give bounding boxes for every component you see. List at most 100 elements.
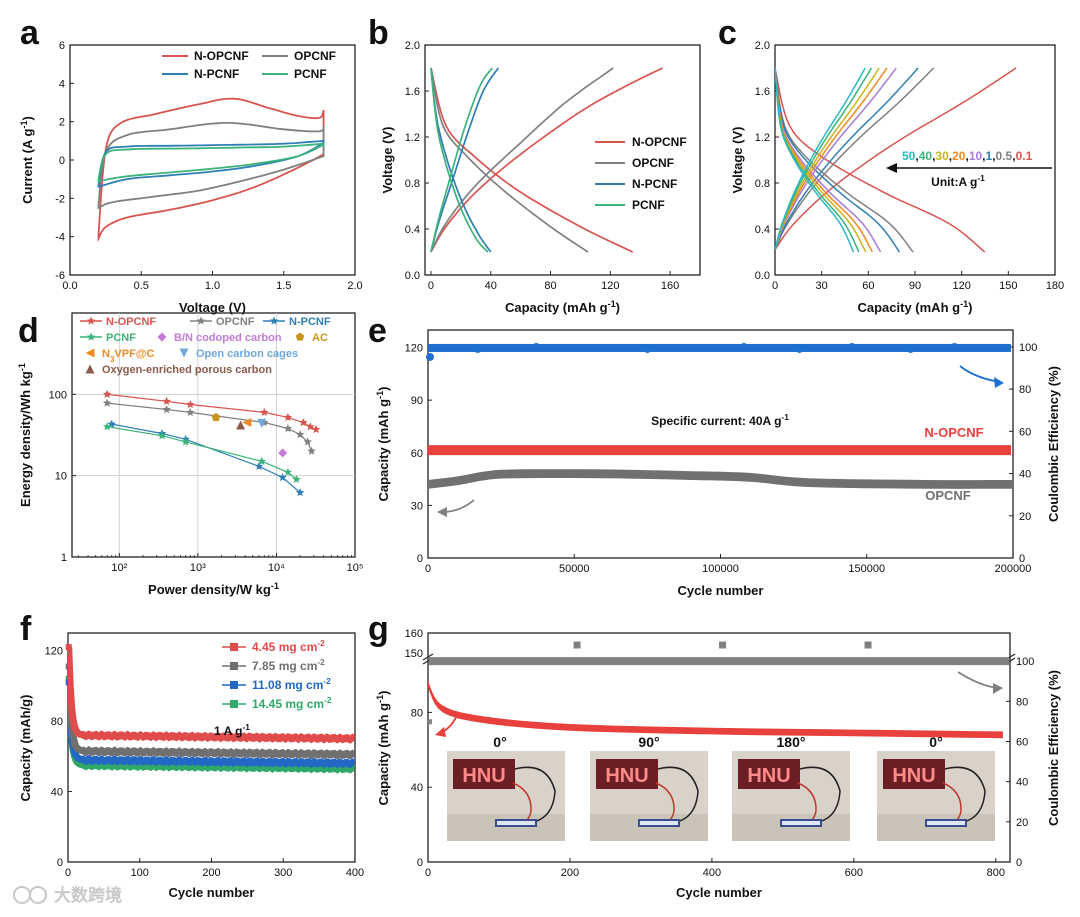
ce-point: [532, 342, 541, 351]
rate-discharge-curve: [775, 67, 986, 253]
rate-discharge-curve: [775, 67, 874, 253]
y-tick-label: 2.0: [755, 40, 770, 52]
device-highlight: [927, 821, 965, 825]
panel-b-gcd-curves: 0 40 80 120 160 0.0 0.4 0.8 1.2 1.6 2.0 Capacity (m…: [380, 40, 701, 315]
cycling-band-14.45 mg cm-2: [68, 678, 355, 774]
x-tick-label: 600: [845, 867, 863, 879]
ce-point: [906, 344, 915, 353]
data-point: [102, 389, 112, 398]
x-tick-label: 1.0: [205, 280, 220, 292]
legend-label: OPCNF: [632, 156, 674, 170]
rate-charge-curve: [775, 67, 880, 250]
legend-label: 4.45 mg cm-2: [252, 638, 325, 654]
panel-a-cv-curves: 0.0 0.5 1.0 1.5 2.0 -6 -4 -2 0 2 4 6 Voltage (V) Curr…: [19, 40, 363, 315]
wire-black: [799, 766, 841, 824]
legend-marker: [86, 316, 96, 325]
plot-frame: [424, 44, 701, 276]
x-tick-label: 400: [703, 867, 721, 879]
x-tick-label: 200000: [995, 563, 1032, 575]
ce-point: [426, 352, 434, 361]
data-point: [162, 396, 171, 405]
legend-label: Open carbon cages: [196, 348, 298, 360]
y-tick-label: 120: [405, 343, 423, 355]
rate-discharge-curve: [775, 67, 855, 253]
x-tick-label: 40: [485, 280, 497, 292]
x-axis-title: Capacity (mAh g-1): [505, 299, 620, 315]
panel-letter-d: d: [18, 312, 39, 350]
x-tick-label: 0: [772, 280, 778, 292]
bend-angle-label: 180°: [777, 734, 806, 750]
rate-charge-curve: [775, 67, 935, 251]
charge-curve-OPCNF: [430, 67, 614, 253]
y-tick-label: 0.0: [405, 270, 420, 282]
y-tick-label: 10: [55, 471, 67, 483]
rate-charge-curve: [775, 67, 866, 250]
x-tick-label: 0: [425, 867, 431, 879]
led-sign-text: HNU: [605, 765, 648, 787]
ce-arrowhead: [994, 377, 1004, 388]
y-tick-label: 60: [1019, 426, 1031, 438]
x-tick-label: 400: [346, 867, 364, 879]
legend-label: AC: [312, 332, 328, 344]
photo-table: [590, 814, 708, 841]
led-sign-text: HNU: [892, 765, 935, 787]
cycling-band-7.85 mg cm-2: [68, 666, 355, 760]
x-tick-label: 10³: [190, 562, 206, 574]
data-point: [254, 461, 264, 470]
y-tick-label: 120: [45, 646, 63, 658]
panel-letter-e: e: [368, 312, 387, 350]
capacity-arrowhead: [437, 507, 447, 517]
legend-label: 14.45 mg cm-2: [252, 695, 332, 711]
capacity-band-N-OPCNF: [428, 445, 1011, 456]
y-axis-title: Energy density/Wh kg-1: [17, 363, 33, 507]
y-tick-label: 90: [411, 395, 423, 407]
legend-marker: [85, 364, 95, 374]
y-axis-title: Voltage (V): [730, 127, 745, 194]
y-tick-label: 80: [1016, 696, 1028, 708]
watermark-logo: [13, 886, 31, 904]
data-point: [283, 467, 293, 476]
data-point: [236, 420, 246, 430]
y-tick-label: 0.4: [755, 224, 770, 236]
x-tick-label: 30: [816, 280, 828, 292]
plot-frame: [71, 312, 356, 558]
data-point: [257, 456, 266, 465]
y-tick-label: 20: [1016, 817, 1028, 829]
x-axis-title: Capacity (mAh g-1): [857, 299, 972, 315]
ce-arrow: [959, 365, 1001, 383]
discharge-curve-PCNF: [430, 67, 489, 253]
ce-arrow: [957, 671, 999, 689]
data-point: [186, 400, 195, 409]
legend-label: PCNF: [294, 67, 327, 81]
legend-marker: [230, 700, 238, 708]
ce-outlier-point: [573, 641, 581, 649]
ce-point: [848, 342, 857, 351]
wire-black: [657, 766, 699, 824]
led-board: [883, 759, 945, 789]
x-axis-title: Voltage (V): [179, 300, 246, 315]
x-tick-label: 200: [561, 867, 579, 879]
y-tick-label: 1.2: [405, 132, 420, 144]
rate-arrow-head: [886, 163, 897, 173]
rate-charge-curve: [775, 67, 1017, 251]
data-point: [303, 437, 312, 446]
y-tick-label: 1: [61, 552, 67, 564]
y-tick-label: 0: [417, 553, 423, 565]
ce-outlier-point: [719, 641, 727, 649]
y-tick-label: 40: [1016, 777, 1028, 789]
ce-point: [473, 344, 482, 353]
panel-letter-f: f: [20, 610, 32, 648]
y-axis-title: Capacity (mAh g-1): [375, 690, 391, 805]
y-tick-label: 0.4: [405, 224, 420, 236]
cycling-band-11.08 mg cm-2: [68, 682, 355, 769]
legend-label: N-OPCNF: [106, 316, 156, 328]
x-tick-label: 120: [952, 280, 970, 292]
panel-letter-c: c: [718, 14, 737, 52]
y-tick-label: 0: [59, 155, 65, 167]
x-tick-label: 0.5: [134, 280, 149, 292]
y-tick-label: 60: [411, 448, 423, 460]
x-tick-label: 150000: [848, 563, 885, 575]
discharge-curve-N-OPCNF: [430, 67, 634, 253]
y-axis-title: Voltage (V): [380, 127, 395, 194]
